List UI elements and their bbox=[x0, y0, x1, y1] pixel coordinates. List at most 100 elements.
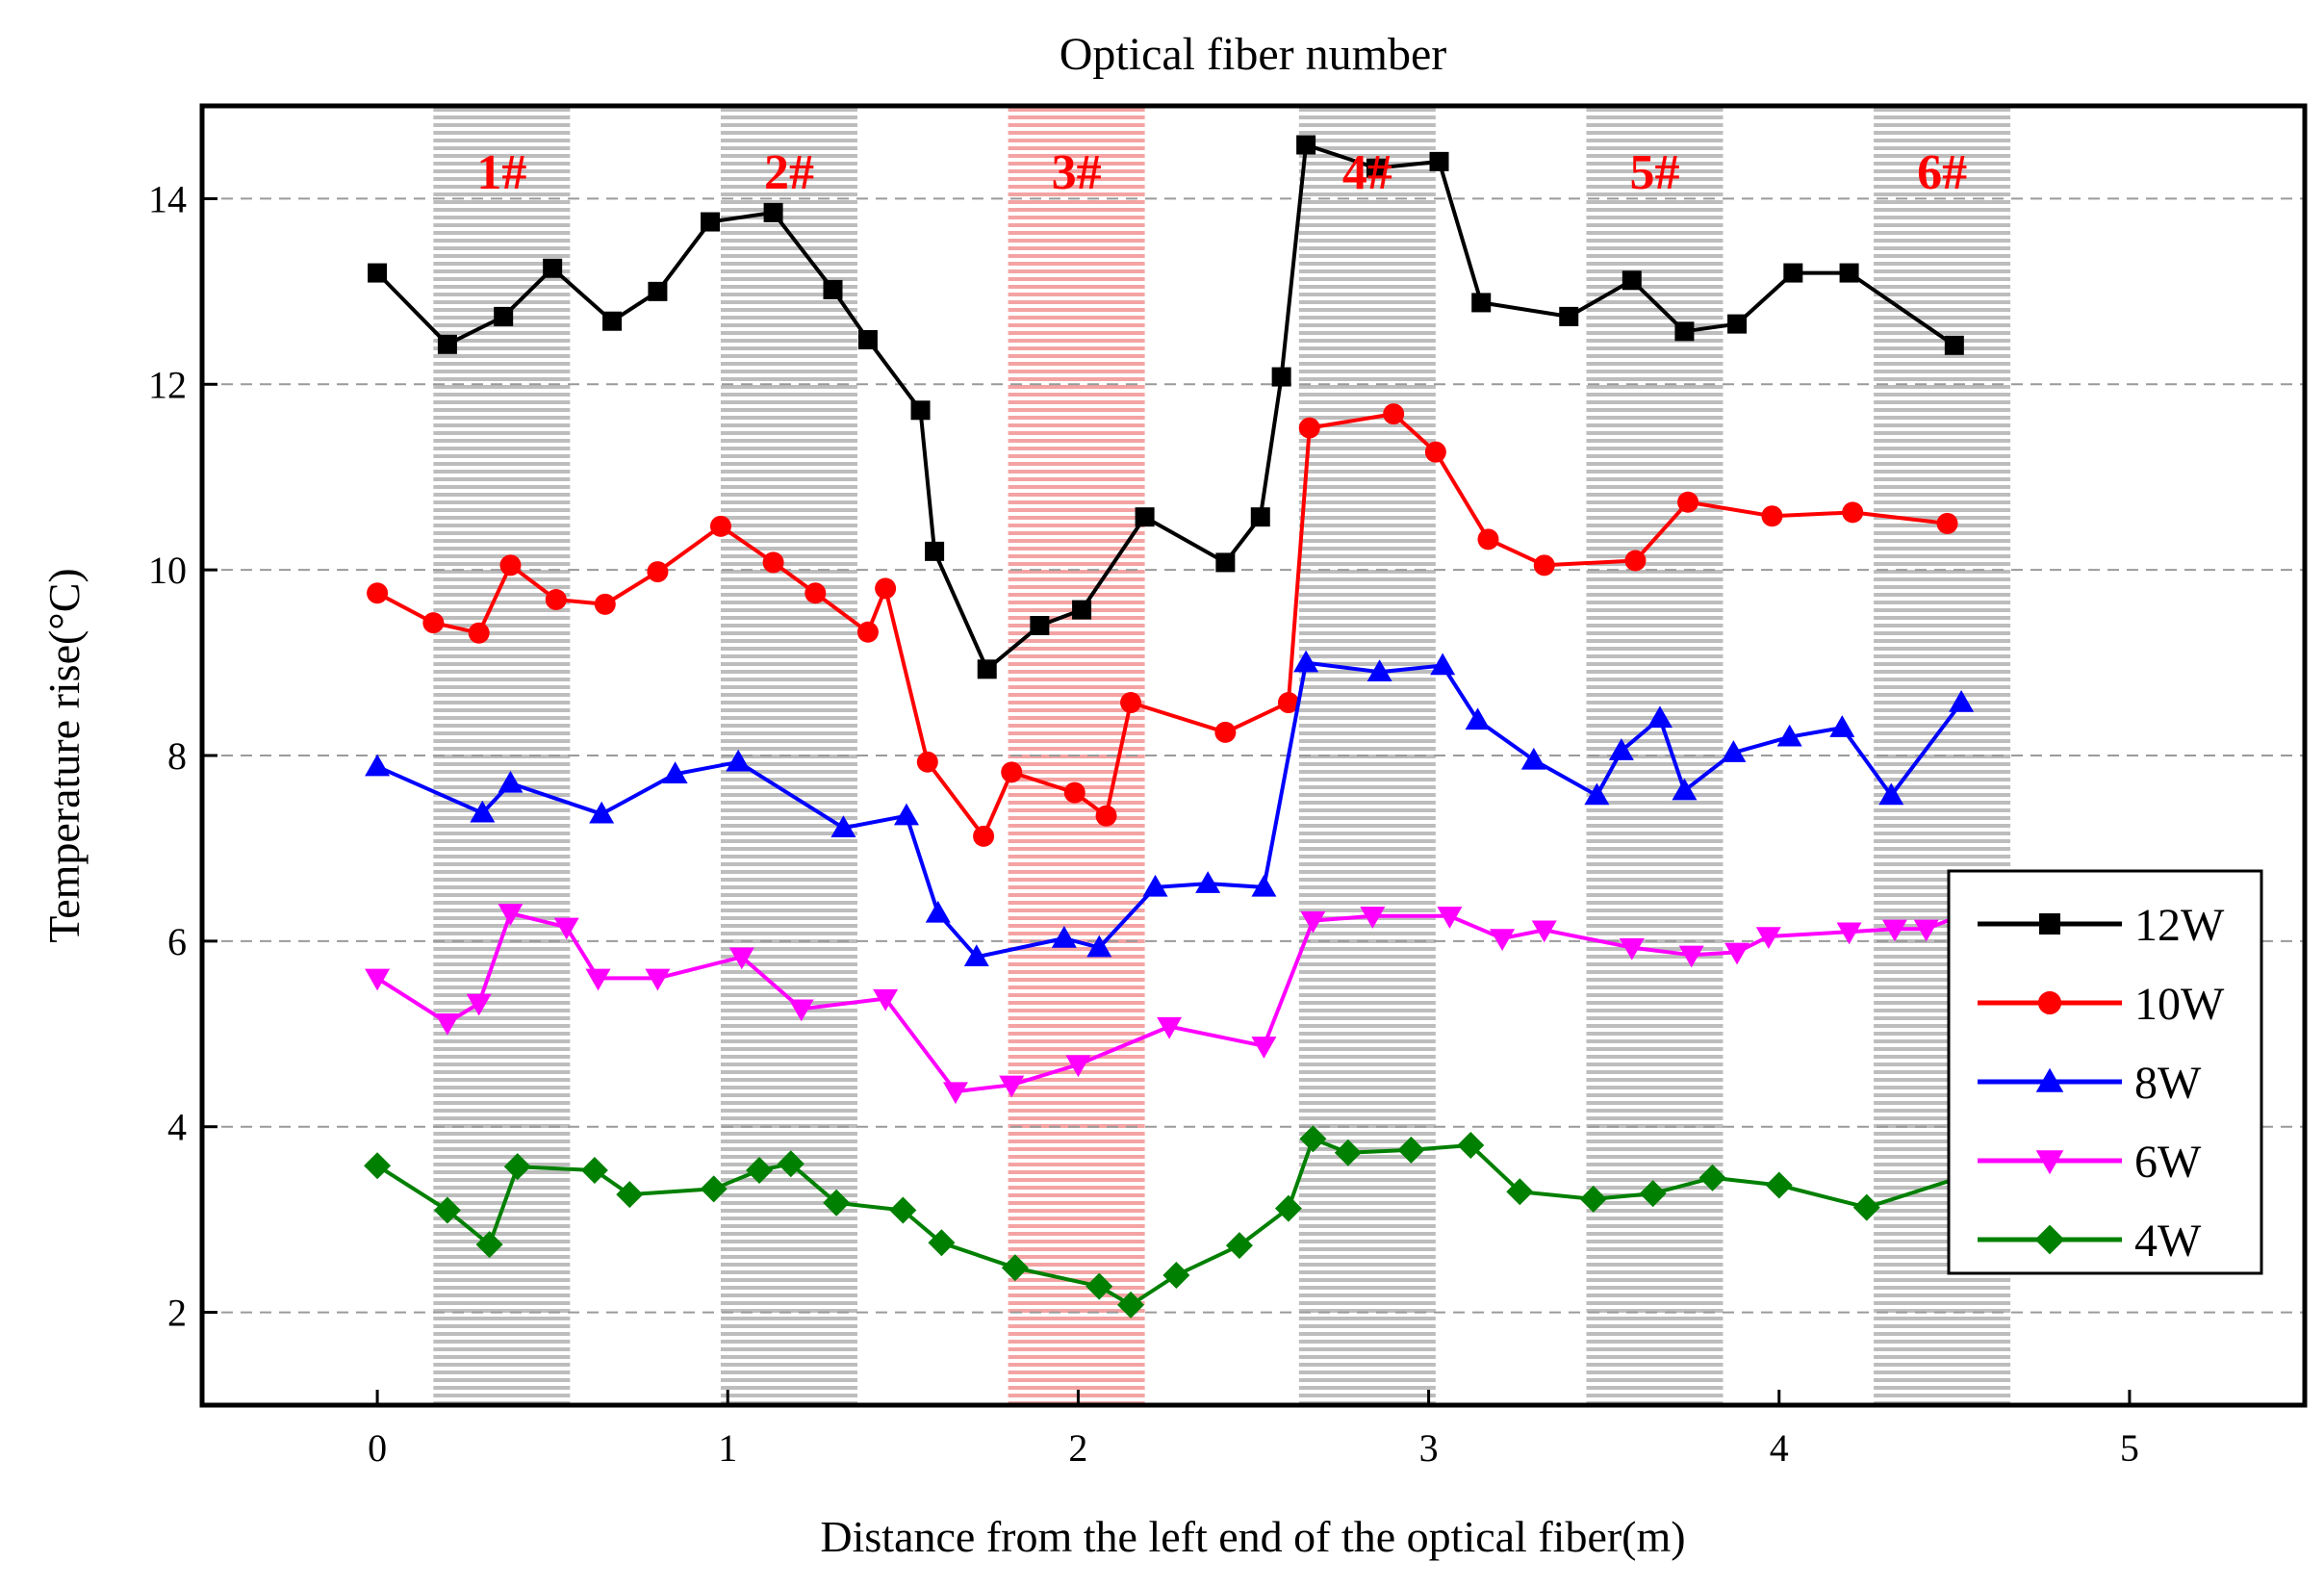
data-point-6w bbox=[728, 947, 754, 970]
legend-marker-10w bbox=[2037, 990, 2062, 1015]
data-point-10w bbox=[468, 622, 490, 644]
data-point-8w bbox=[1672, 778, 1698, 801]
data-point-10w bbox=[1383, 403, 1405, 425]
data-point-4w bbox=[1274, 1194, 1302, 1222]
legend-marker-6w bbox=[2035, 1150, 2064, 1175]
data-point-12w bbox=[1215, 552, 1236, 573]
data-point-12w bbox=[1250, 507, 1270, 527]
data-point-4w bbox=[580, 1157, 608, 1185]
data-point-8w bbox=[1520, 747, 1546, 770]
x-tick-label: 4 bbox=[1770, 1426, 1789, 1470]
data-point-10w bbox=[499, 554, 522, 576]
data-point-12w bbox=[1030, 616, 1050, 635]
x-axis-label: Distance from the left end of the optica… bbox=[820, 1512, 1685, 1561]
legend-marker-8w bbox=[2035, 1067, 2064, 1092]
data-point-8w bbox=[589, 801, 615, 824]
data-point-4w bbox=[1085, 1272, 1113, 1300]
data-point-12w bbox=[648, 281, 668, 301]
data-point-12w bbox=[823, 279, 843, 299]
data-point-6w bbox=[999, 1075, 1025, 1098]
data-point-12w bbox=[857, 330, 878, 349]
data-point-8w bbox=[1829, 715, 1855, 737]
legend-marker-12w bbox=[2039, 913, 2060, 935]
legend-label-4w: 4W bbox=[2134, 1216, 2202, 1267]
data-point-8w bbox=[470, 800, 496, 823]
data-point-12w bbox=[977, 659, 997, 679]
data-point-10w bbox=[1477, 528, 1499, 551]
series-layer bbox=[364, 135, 1979, 1319]
data-point-8w bbox=[1195, 871, 1221, 893]
legend-label-12w: 12W bbox=[2134, 900, 2225, 951]
data-point-6w bbox=[365, 968, 391, 991]
data-point-12w bbox=[910, 400, 931, 421]
y-tick-label: 2 bbox=[167, 1292, 187, 1335]
data-point-4w bbox=[1334, 1139, 1362, 1166]
data-point-8w bbox=[1430, 653, 1456, 676]
data-point-10w bbox=[1761, 505, 1783, 527]
series-line-6w bbox=[376, 910, 1962, 1094]
data-point-6w bbox=[942, 1082, 968, 1105]
data-point-6w bbox=[1251, 1037, 1277, 1059]
data-point-10w bbox=[422, 612, 445, 634]
legend-label-6w: 6W bbox=[2134, 1137, 2202, 1188]
fiber-label-6: 6# bbox=[1917, 145, 1967, 200]
data-point-10w bbox=[709, 515, 731, 537]
data-point-10w bbox=[594, 593, 616, 615]
fiber-label-1: 1# bbox=[476, 145, 526, 200]
data-point-4w bbox=[1397, 1136, 1425, 1164]
y-tick-label: 14 bbox=[148, 177, 187, 220]
data-point-4w bbox=[1579, 1185, 1607, 1213]
data-point-4w bbox=[1506, 1178, 1534, 1206]
fiber-label-5: 5# bbox=[1629, 145, 1679, 200]
series-6w bbox=[365, 904, 1975, 1105]
data-point-4w bbox=[889, 1196, 917, 1224]
data-point-4w bbox=[1639, 1180, 1667, 1208]
data-point-10w bbox=[1624, 550, 1647, 572]
data-point-12w bbox=[1296, 135, 1316, 155]
data-point-4w bbox=[433, 1196, 461, 1224]
data-point-8w bbox=[1878, 782, 1904, 806]
data-point-10w bbox=[545, 589, 567, 610]
data-point-10w bbox=[1936, 512, 1958, 534]
data-point-10w bbox=[1120, 692, 1142, 714]
data-point-8w bbox=[1608, 738, 1634, 760]
data-point-4w bbox=[1299, 1125, 1327, 1153]
data-point-12w bbox=[437, 334, 457, 354]
data-point-10w bbox=[1214, 721, 1237, 743]
fiber-label-3: 3# bbox=[1052, 145, 1102, 200]
data-point-6w bbox=[1490, 929, 1516, 951]
data-point-12w bbox=[602, 311, 623, 331]
data-point-6w bbox=[1065, 1055, 1091, 1078]
data-point-8w bbox=[365, 754, 391, 777]
data-point-8w bbox=[1721, 740, 1747, 762]
data-point-10w bbox=[1095, 805, 1117, 827]
data-point-12w bbox=[701, 212, 721, 232]
data-point-10w bbox=[1001, 761, 1023, 783]
data-point-10w bbox=[1063, 781, 1085, 804]
fiber-label-4: 4# bbox=[1342, 145, 1392, 200]
data-point-8w bbox=[498, 770, 524, 793]
data-point-10w bbox=[916, 751, 938, 773]
data-point-12w bbox=[925, 541, 945, 561]
series-8w bbox=[365, 650, 1975, 966]
data-point-12w bbox=[543, 258, 563, 278]
data-point-6w bbox=[1437, 907, 1463, 929]
chart-title: Optical fiber number bbox=[1060, 29, 1447, 80]
data-point-4w bbox=[616, 1181, 644, 1209]
legend-label-8w: 8W bbox=[2134, 1058, 2202, 1109]
data-point-12w bbox=[368, 263, 388, 283]
data-point-10w bbox=[856, 621, 879, 643]
data-point-8w bbox=[1086, 935, 1112, 958]
data-point-8w bbox=[1142, 874, 1168, 897]
data-point-6w bbox=[1678, 945, 1704, 968]
data-point-10w bbox=[367, 582, 389, 604]
y-axis-label: Temperature rise(°C) bbox=[39, 568, 89, 942]
data-point-10w bbox=[1424, 441, 1446, 463]
data-point-6w bbox=[585, 968, 611, 991]
data-point-6w bbox=[873, 988, 899, 1012]
data-point-12w bbox=[1429, 151, 1449, 171]
data-point-12w bbox=[1944, 335, 1964, 355]
data-point-8w bbox=[1051, 925, 1077, 948]
data-point-8w bbox=[925, 900, 951, 923]
